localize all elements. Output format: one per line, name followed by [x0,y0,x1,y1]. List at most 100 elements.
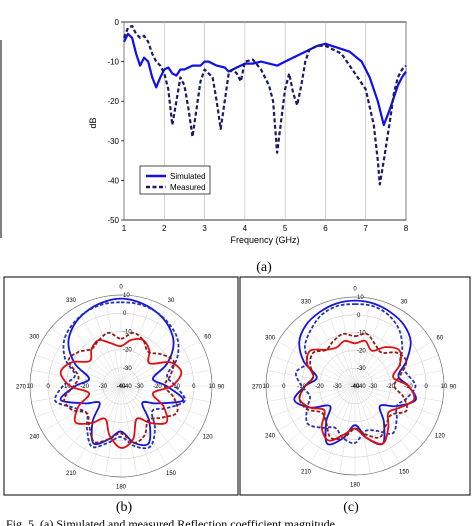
angle-tick-label: 0 [119,285,123,291]
polar-plot-b: 0306090120150180210240270300330101010000… [16,285,225,491]
polar-spoke [354,385,424,444]
polar-spoke [277,341,356,387]
polar-spoke [42,385,122,432]
polar-outer-ring [265,296,445,476]
polar-spoke [354,385,386,470]
figure-caption: Fig. 5. (a) Simulated and measured Refle… [6,517,335,526]
polar-spoke [35,354,122,387]
polar-spoke [120,385,207,418]
angle-tick-label: 90 [450,385,457,391]
panel-label-b: (b) [116,500,133,515]
radial-tick-label: -40 [123,384,132,390]
polar-spoke [120,385,167,465]
polar-spoke [120,385,211,402]
series-group [122,24,407,186]
radial-tick-label: 10 [357,295,364,301]
panel-c-polar-frame: 0306090120150180210240270300330101010000… [239,276,471,496]
radial-tick-label: -10 [62,384,71,390]
radial-tick-label: -20 [153,384,162,390]
radial-tick-label: -10 [297,384,306,390]
polar-spoke [354,328,424,387]
radial-tick-label: -30 [123,366,132,372]
angle-tick-label: 330 [66,298,77,304]
polar-spoke [354,385,400,464]
polar-spoke [120,385,200,432]
angle-tick-label: 150 [399,469,410,475]
y-tick-label: -10 [107,58,119,67]
polar-series-2 [54,301,186,450]
radial-tick-label: -30 [98,384,107,390]
polar-spoke [62,385,122,456]
polar-spoke [339,298,356,387]
x-tick-label: 3 [202,224,207,233]
angle-tick-label: 240 [29,435,40,441]
angle-tick-label: 270 [252,385,263,391]
polar-spoke [105,296,122,387]
polar-spoke [120,385,191,445]
polar-spoke [120,327,191,387]
panel-a-s11-chart: 0 -10 -20 -30 -40 -50 1 2 3 4 5 6 7 8 dB Frequency (… [0,18,409,275]
y-tick-label: -30 [107,137,119,146]
polar-spoke [51,327,122,387]
radial-tick-label: -40 [351,384,360,390]
y-tick-labels: 0 -10 -20 -30 -40 -50 [107,18,124,225]
radial-tick-label: -30 [368,384,377,390]
radial-tick-label: 0 [425,384,429,390]
polar-spoke [310,308,356,387]
polar-outer-ring [29,294,213,478]
x-tick-labels: 1 2 3 4 5 6 7 8 [122,224,409,233]
radial-tick-label: -20 [123,348,132,354]
radial-tick-label: 0 [282,384,286,390]
y-axis-label: dB [88,117,98,128]
angle-tick-label: 150 [166,471,177,477]
x-tick-label: 2 [162,224,167,233]
angle-tick-label: 330 [301,300,312,306]
panel-b-polar-frame: 0306090120150180210240270300330101010000… [3,276,239,496]
polar-spoke [120,385,180,456]
radial-tick-label: 0 [123,311,127,317]
x-tick-label: 1 [122,224,127,233]
polar-spoke [120,354,207,387]
radial-tick-label: 0 [357,313,361,319]
legend: Simulated Measured [139,165,211,195]
y-tick-label: -50 [107,216,119,225]
radial-tick-label: -40 [117,384,126,390]
polar-spoke [120,370,211,387]
angle-tick-label: 30 [401,300,408,306]
radial-tick-label: -10 [123,329,132,335]
polar-spoke [120,385,137,476]
radial-tick-label: -30 [135,384,144,390]
angle-tick-label: 180 [350,483,361,489]
polar-spoke [324,385,356,470]
y-tick-label: -40 [107,176,119,185]
polar-spoke [354,298,371,387]
polar-spoke [354,317,413,387]
radial-tick-label: -40 [117,384,126,390]
polar-series-4 [298,332,408,441]
polar-series-1 [293,299,417,446]
angle-tick-label: 300 [265,336,276,342]
polar-spoke [75,307,122,387]
radial-tick-label: -20 [80,384,89,390]
polar-series-4 [63,331,179,444]
polar-spoke [75,385,122,465]
panel-label-c: (c) [343,500,359,515]
polar-spoke [35,385,122,418]
polar-series-3 [59,338,183,449]
legend-label-simulated: Simulated [170,172,206,181]
polar-spoke [31,370,122,387]
polar-spoke [354,302,386,387]
angle-tick-label: 0 [353,287,357,293]
polar-spoke [89,385,122,472]
angle-tick-label: 210 [66,471,77,477]
radial-tick-label: -30 [357,366,366,372]
y-tick-label: 0 [115,18,120,27]
angle-tick-label: 120 [435,434,446,440]
radial-tick-label: -40 [357,384,366,390]
angle-tick-label: 60 [437,336,444,342]
polar-spoke [120,300,153,387]
angle-tick-label: 120 [203,435,214,441]
radial-tick-label: -20 [315,384,324,390]
radial-tick-label: -30 [333,384,342,390]
